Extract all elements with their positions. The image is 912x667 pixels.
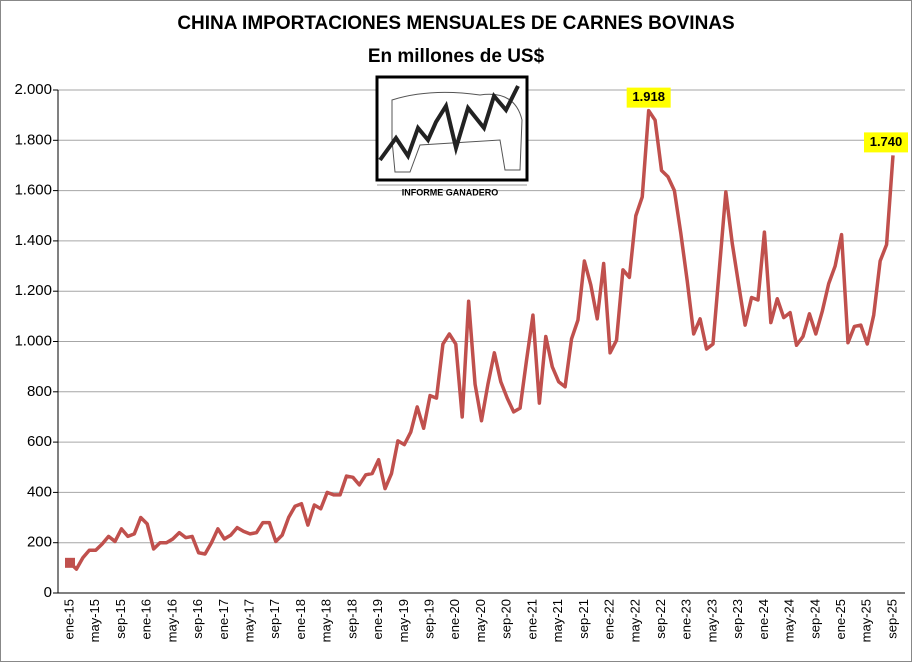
x-tick-label: ene-24 <box>756 599 771 639</box>
logo-text: INFORME GANADERO <box>402 187 499 197</box>
y-tick-label: 2.000 <box>14 81 52 98</box>
x-tick-label: sep-21 <box>576 599 591 639</box>
x-tick-label: may-22 <box>627 599 642 642</box>
logo-frame <box>375 75 529 182</box>
y-tick-label: 800 <box>27 383 52 400</box>
y-tick-label: 400 <box>27 483 52 500</box>
data-point-marker <box>65 557 75 568</box>
y-tick-label: 200 <box>27 534 52 551</box>
chart-title: CHINA IMPORTACIONES MENSUALES DE CARNES … <box>177 13 734 34</box>
value-label: 1.918 <box>632 89 665 104</box>
x-tick-label: may-25 <box>859 599 874 642</box>
x-tick-label: sep-15 <box>113 599 128 639</box>
x-tick-label: ene-19 <box>370 599 385 639</box>
x-tick-label: sep-16 <box>190 599 205 639</box>
x-tick-label: sep-19 <box>422 599 437 639</box>
x-tick-label: sep-22 <box>653 599 668 639</box>
x-tick-label: may-20 <box>473 599 488 642</box>
x-tick-label: sep-18 <box>344 599 359 639</box>
x-tick-label: ene-20 <box>447 599 462 639</box>
x-tick-label: may-16 <box>164 599 179 642</box>
x-tick-label: ene-25 <box>833 599 848 639</box>
y-tick-label: 1.600 <box>14 182 52 199</box>
x-tick-label: ene-23 <box>679 599 694 639</box>
value-label: 1.740 <box>870 134 903 149</box>
x-tick-label: ene-15 <box>61 599 76 639</box>
x-tick-label: may-18 <box>319 599 334 642</box>
x-tick-label: ene-21 <box>524 599 539 639</box>
x-tick-label: sep-20 <box>499 599 514 639</box>
logo-zigzag <box>378 85 520 162</box>
y-tick-label: 1.800 <box>14 131 52 148</box>
x-tick-label: may-21 <box>550 599 565 642</box>
logo: INFORME GANADERO <box>375 75 529 197</box>
x-tick-label: may-24 <box>782 599 797 642</box>
value-label-box <box>864 132 908 153</box>
x-tick-label: ene-17 <box>216 599 231 639</box>
y-tick-label: 1.000 <box>14 332 52 349</box>
x-tick-label: may-19 <box>396 599 411 642</box>
x-tick-label: may-23 <box>704 599 719 642</box>
x-tick-label: sep-25 <box>884 599 899 639</box>
x-tick-label: ene-16 <box>139 599 154 639</box>
x-tick-label: may-17 <box>241 599 256 642</box>
x-tick-label: sep-23 <box>730 599 745 639</box>
y-tick-label: 600 <box>27 433 52 450</box>
logo-cow <box>391 91 523 173</box>
y-tick-label: 0 <box>44 584 52 601</box>
x-tick-label: may-15 <box>87 599 102 642</box>
y-tick-label: 1.400 <box>14 232 52 249</box>
x-tick-label: ene-18 <box>293 599 308 639</box>
chart-subtitle: En millones de US$ <box>368 46 545 67</box>
x-tick-label: sep-17 <box>267 599 282 639</box>
x-tick-label: sep-24 <box>807 599 822 639</box>
x-tick-label: ene-22 <box>602 599 617 639</box>
y-tick-label: 1.200 <box>14 282 52 299</box>
data-line <box>68 108 895 571</box>
value-label-box <box>626 87 671 108</box>
